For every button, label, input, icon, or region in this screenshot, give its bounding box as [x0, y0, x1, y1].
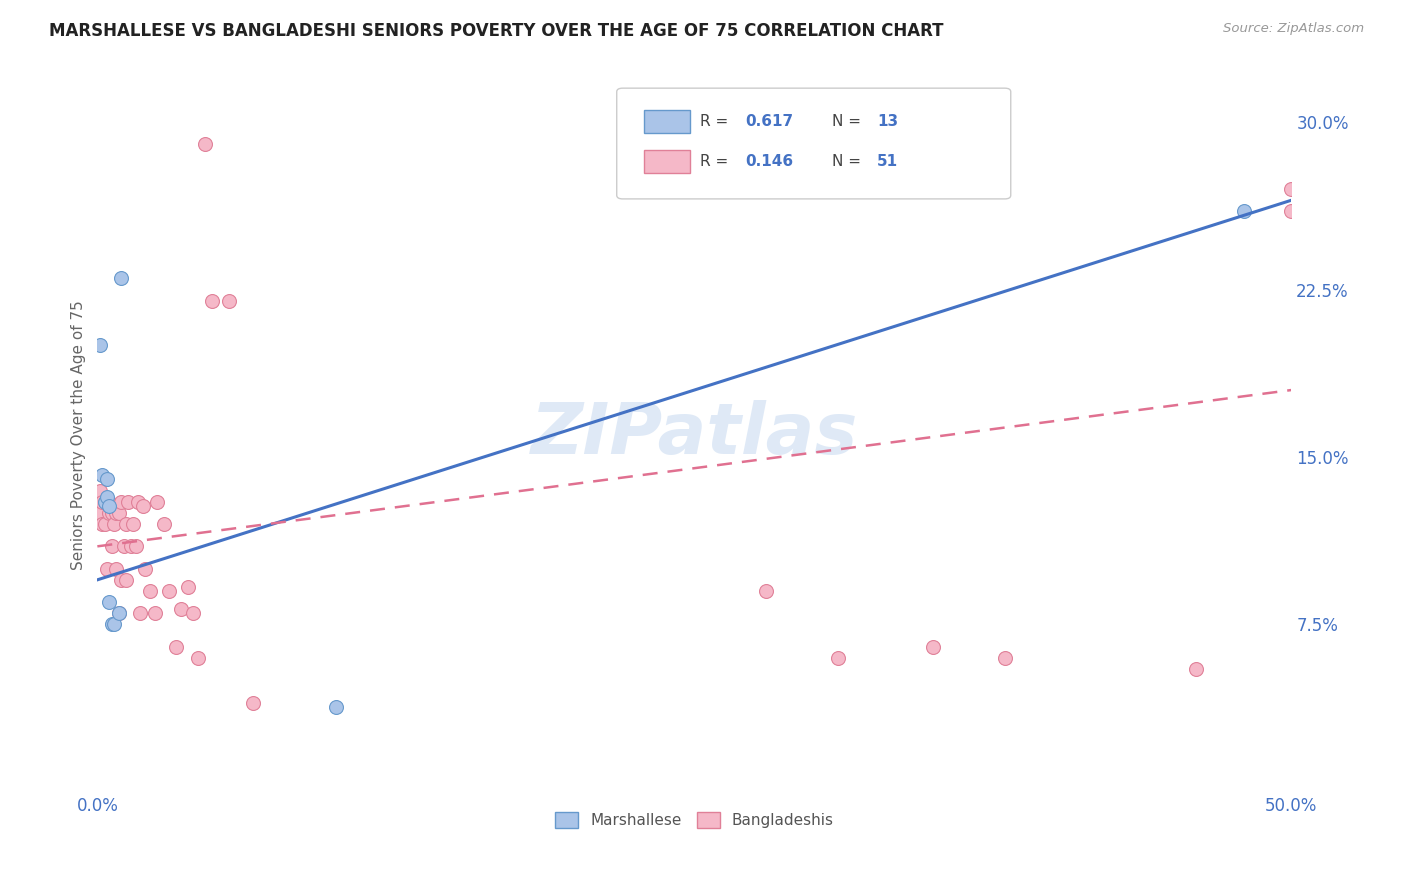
Point [103, 617, 125, 632]
Point [89, 483, 111, 498]
Text: 13: 13 [877, 114, 898, 129]
Point [108, 506, 131, 520]
Point [115, 516, 138, 531]
Point [98, 499, 121, 513]
Point [146, 494, 169, 508]
Point [96, 494, 118, 508]
Point [100, 506, 122, 520]
Text: Source: ZipAtlas.com: Source: ZipAtlas.com [1223, 22, 1364, 36]
Point [1279, 204, 1302, 219]
Point [177, 580, 200, 594]
Text: N =: N = [832, 114, 866, 129]
Point [122, 516, 145, 531]
Text: 0.617: 0.617 [745, 114, 794, 129]
Point [117, 494, 139, 508]
Point [108, 607, 131, 621]
Point [124, 539, 146, 553]
Point [108, 607, 131, 621]
Point [91, 494, 114, 508]
Text: 51: 51 [877, 154, 898, 169]
Point [105, 562, 128, 576]
Point [110, 271, 132, 285]
Point [100, 617, 122, 632]
Point [922, 640, 945, 654]
Point [325, 700, 347, 714]
Point [132, 499, 155, 513]
Point [187, 651, 209, 665]
Point [1232, 204, 1254, 219]
Point [994, 651, 1017, 665]
Point [1185, 662, 1208, 676]
Point [120, 539, 142, 553]
Point [827, 651, 849, 665]
FancyBboxPatch shape [644, 111, 689, 133]
Point [98, 494, 121, 508]
Point [98, 506, 121, 520]
Point [93, 494, 115, 508]
Point [110, 494, 132, 508]
Point [110, 573, 132, 587]
Point [153, 516, 176, 531]
Point [96, 472, 118, 486]
Point [165, 640, 187, 654]
Point [96, 562, 118, 576]
Point [103, 516, 125, 531]
Y-axis label: Seniors Poverty Over the Age of 75: Seniors Poverty Over the Age of 75 [72, 300, 86, 570]
Point [129, 607, 152, 621]
Point [218, 293, 240, 308]
Point [143, 607, 166, 621]
Point [194, 137, 217, 152]
Point [181, 607, 204, 621]
Point [91, 467, 114, 482]
Text: N =: N = [832, 154, 866, 169]
Point [242, 696, 264, 710]
Legend: Marshallese, Bangladeshis: Marshallese, Bangladeshis [548, 806, 839, 834]
Point [201, 293, 224, 308]
Point [112, 539, 135, 553]
Point [93, 494, 115, 508]
Point [91, 516, 114, 531]
FancyBboxPatch shape [644, 151, 689, 173]
Text: MARSHALLESE VS BANGLADESHI SENIORS POVERTY OVER THE AGE OF 75 CORRELATION CHART: MARSHALLESE VS BANGLADESHI SENIORS POVER… [49, 22, 943, 40]
Point [96, 490, 118, 504]
Point [157, 584, 180, 599]
Point [89, 338, 111, 352]
Point [1279, 182, 1302, 196]
Text: ZIPatlas: ZIPatlas [530, 401, 858, 469]
Point [755, 584, 778, 599]
Text: 0.146: 0.146 [745, 154, 794, 169]
Point [105, 506, 128, 520]
Point [100, 539, 122, 553]
Text: R =: R = [700, 114, 734, 129]
Point [93, 516, 115, 531]
Point [139, 584, 162, 599]
FancyBboxPatch shape [617, 88, 1011, 199]
Point [170, 602, 193, 616]
Point [98, 595, 121, 609]
Text: R =: R = [700, 154, 734, 169]
Point [134, 562, 156, 576]
Point [115, 573, 138, 587]
Point [127, 494, 149, 508]
Point [89, 506, 111, 520]
